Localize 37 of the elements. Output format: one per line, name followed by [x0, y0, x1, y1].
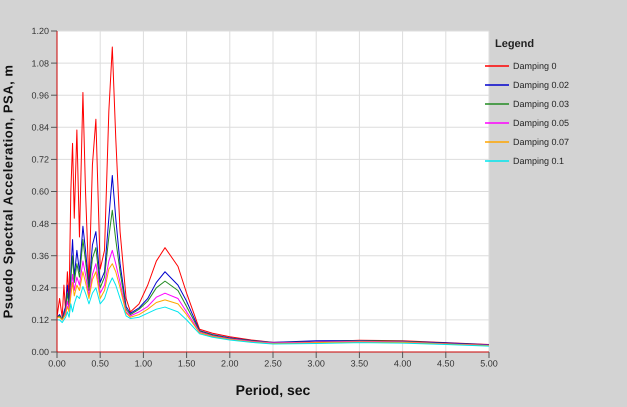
line-series	[57, 46, 489, 346]
y-tick-label: 1.08	[31, 58, 49, 68]
legend-label: Damping 0.07	[513, 136, 570, 146]
line-series	[57, 174, 489, 346]
legend-label: Damping 0.02	[513, 80, 570, 90]
x-tick-label: 1.50	[178, 358, 196, 368]
y-tick-label: 0.36	[31, 250, 49, 261]
y-tick-label: 0.24	[31, 282, 49, 293]
y-tick-label: 0.96	[31, 90, 49, 100]
y-tick-label: 0.60	[31, 186, 49, 197]
x-tick-label: 4.00	[394, 358, 412, 368]
legend-label: Damping 0.1	[513, 156, 564, 166]
x-tick-label: 3.00	[307, 358, 325, 368]
x-tick-label: 1.00	[134, 358, 152, 368]
legend-title: Legend	[494, 38, 536, 50]
y-tick-label: 0.84	[31, 122, 49, 132]
x-tick-label: 0.50	[91, 358, 109, 368]
y-axis-title: Psuedo Spectral Acceleration, PSA, m	[0, 64, 16, 318]
x-tick-label: 4.50	[437, 358, 455, 368]
x-tick-label: 0.00	[48, 358, 66, 368]
legend-label: Damping 0.05	[513, 118, 570, 128]
legend-label: Damping 0	[513, 60, 557, 70]
legend-label: Damping 0.03	[513, 98, 570, 108]
y-tick-label: 0.72	[31, 154, 49, 165]
x-tick-label: 2.00	[221, 358, 239, 368]
line-series	[62, 250, 489, 346]
y-tick-label: 0.48	[31, 218, 49, 229]
y-tick-label: 0.12	[31, 315, 49, 326]
line-series	[57, 210, 489, 346]
x-tick-label: 3.50	[350, 358, 368, 368]
x-tick-label: 5.00	[480, 358, 498, 368]
y-tick-label: 0.00	[31, 347, 49, 358]
x-axis-title: Period, sec	[236, 382, 311, 398]
line-series	[57, 277, 489, 347]
y-tick-label: 1.20	[31, 26, 49, 36]
line-series	[57, 263, 489, 346]
x-tick-label: 2.50	[264, 358, 282, 368]
